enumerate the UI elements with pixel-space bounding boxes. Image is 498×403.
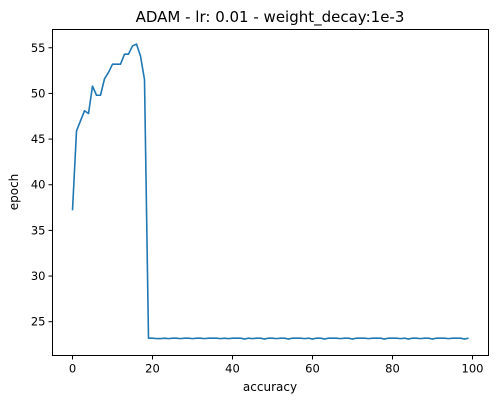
y-tick-label: 35 [31, 223, 46, 237]
plot-frame [52, 29, 489, 356]
x-axis-label: accuracy [243, 380, 297, 394]
x-tick-label: 40 [225, 362, 240, 376]
y-axis-label: epoch [7, 174, 21, 211]
y-axis-ticks: 25 30 35 40 45 50 55 [31, 41, 53, 329]
x-tick-label: 0 [69, 362, 76, 376]
y-tick-label: 25 [31, 315, 46, 329]
x-tick-label: 80 [385, 362, 400, 376]
y-tick-label: 50 [31, 86, 46, 100]
y-tick-label: 40 [31, 178, 46, 192]
x-axis-ticks: 0 20 40 60 80 100 [69, 355, 484, 376]
chart-title: ADAM - lr: 0.01 - weight_decay:1e-3 [136, 8, 405, 27]
x-tick-label: 60 [305, 362, 320, 376]
series-line [71, 43, 469, 340]
y-tick-label: 30 [31, 269, 46, 283]
x-tick-label: 20 [145, 362, 160, 376]
y-tick-label: 55 [31, 41, 46, 55]
x-tick-label: 100 [462, 362, 484, 376]
y-tick-label: 45 [31, 132, 46, 146]
